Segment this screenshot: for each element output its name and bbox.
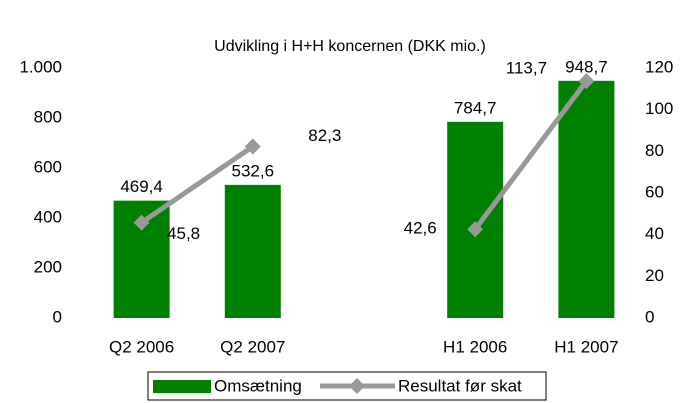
- y-tick-label: 200: [34, 257, 62, 276]
- line-marker: [467, 221, 484, 238]
- y2-tick-label: 0: [645, 307, 654, 326]
- bar: [558, 80, 615, 318]
- y2-tick-label: 60: [645, 182, 664, 201]
- y2-tick-label: 80: [645, 141, 664, 160]
- bar-value-label: 784,7: [454, 98, 497, 117]
- x-tick-label: Q2 2006: [109, 337, 174, 356]
- line-value-label: 42,6: [404, 219, 437, 238]
- legend-label: Omsætning: [214, 376, 302, 395]
- bar-value-label: 532,6: [232, 161, 275, 180]
- legend-marker: [349, 378, 365, 394]
- bar-value-label: 469,4: [120, 177, 163, 196]
- line-marker: [133, 214, 150, 231]
- line: [140, 79, 589, 231]
- line-value-label: 82,3: [308, 126, 341, 145]
- y-tick-label: 800: [34, 107, 62, 126]
- bar: [224, 184, 281, 318]
- y-tick-label: 0: [53, 307, 62, 326]
- x-tick-label: H1 2006: [443, 337, 507, 356]
- y2-tick-label: 20: [645, 266, 664, 285]
- x-tick-label: Q2 2007: [220, 337, 285, 356]
- line-marker: [578, 73, 595, 90]
- bar: [447, 121, 504, 318]
- line-value-label: 45,8: [167, 224, 200, 243]
- y-tick-label: 400: [34, 207, 62, 226]
- line-value-label: 113,7: [506, 59, 547, 78]
- y-tick-label: 600: [34, 157, 62, 176]
- y2-tick-label: 40: [645, 224, 664, 243]
- x-tick-label: H1 2007: [554, 337, 618, 356]
- bar-value-label: 948,7: [565, 57, 608, 76]
- line-marker: [244, 138, 261, 155]
- y-tick-label: 1.000: [19, 57, 62, 76]
- legend-swatch: [153, 380, 211, 393]
- legend-label: Resultat før skat: [398, 376, 522, 395]
- y2-tick-label: 100: [645, 99, 673, 118]
- y2-tick-label: 120: [645, 57, 673, 76]
- chart-title: Udvikling i H+H koncernen (DKK mio.): [214, 38, 486, 55]
